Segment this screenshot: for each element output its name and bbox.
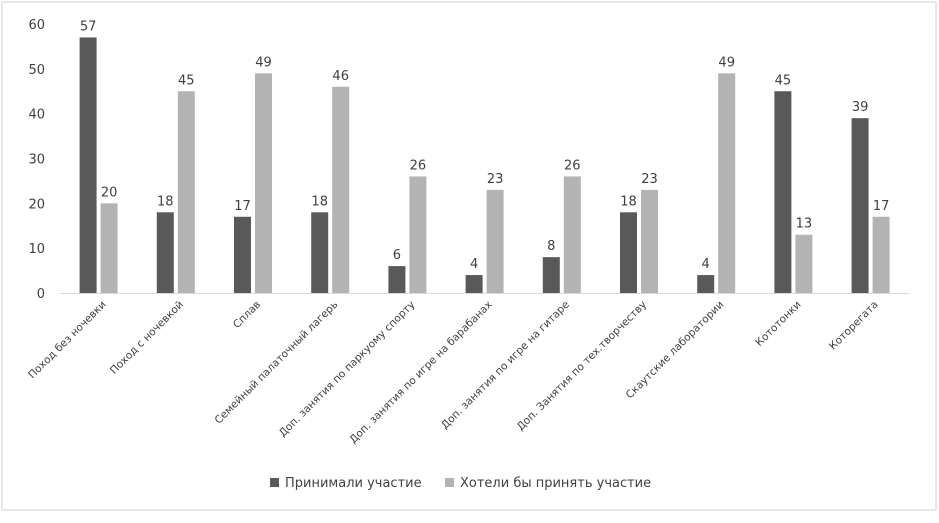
y-tick-label: 40 [28,108,45,123]
data-label: 18 [157,194,174,209]
data-label: 46 [332,69,349,84]
legend-label: Принимали участие [285,476,422,491]
bar-participated [774,91,792,293]
bar-wanted [718,73,736,293]
bar-wanted [795,234,813,293]
y-tick-label: 50 [28,63,45,78]
y-tick-label: 0 [37,287,45,302]
bar-participated [465,275,483,293]
data-label: 45 [178,73,195,88]
data-label: 39 [852,100,869,115]
bar-participated [388,266,406,293]
y-tick-label: 60 [28,18,45,33]
bar-wanted [255,73,272,293]
bar-wanted [641,189,658,293]
y-tick-label: 20 [28,197,45,212]
data-label: 8 [547,239,555,254]
bar-participated [311,212,329,293]
legend-swatch [270,478,279,487]
bar-wanted [872,216,890,293]
data-label: 18 [311,194,328,209]
data-label: 26 [564,158,581,173]
data-label: 57 [80,19,97,34]
data-label: 26 [410,158,427,173]
bar-wanted [409,176,427,293]
bar-wanted [100,203,118,293]
bar-participated [542,257,560,293]
bar-participated [156,212,174,293]
data-label: 6 [393,248,401,263]
bar-participated [851,118,869,294]
bar-wanted [563,176,581,293]
data-label: 17 [873,199,890,214]
data-label: 49 [255,55,272,70]
bar-wanted [332,86,350,294]
bar-participated [234,216,251,293]
data-label: 20 [101,185,118,200]
bar-participated [79,37,97,294]
data-label: 45 [775,73,792,88]
legend-label: Хотели бы принять участие [460,476,651,491]
bar-participated [697,275,715,293]
data-label: 49 [718,55,735,70]
y-tick-label: 10 [28,242,45,257]
data-label: 13 [796,217,813,232]
data-label: 23 [641,172,658,187]
bar-wanted [177,91,195,293]
legend-swatch [445,478,454,487]
data-label: 4 [702,257,710,272]
y-tick-label: 30 [28,153,45,168]
data-label: 4 [470,257,478,272]
bar-wanted [486,189,504,293]
data-label: 17 [234,199,251,214]
data-label: 18 [620,194,637,209]
bar-participated [620,212,637,293]
data-label: 23 [487,172,504,187]
